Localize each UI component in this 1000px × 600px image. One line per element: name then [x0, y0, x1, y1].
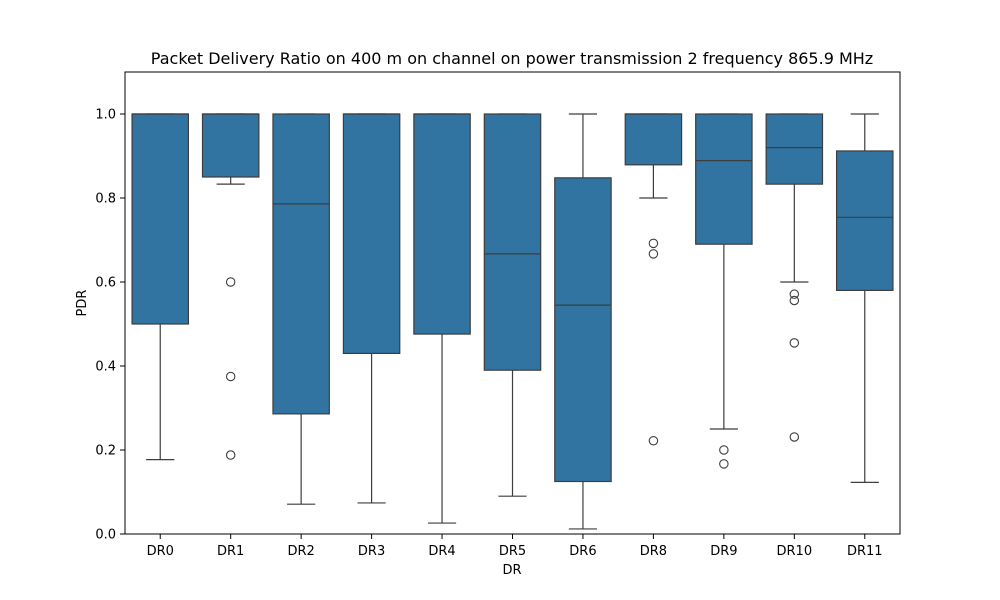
box-DR5	[483, 113, 542, 497]
box-body-DR0	[131, 113, 190, 325]
box-DR0	[131, 113, 190, 461]
box-body-DR6	[554, 177, 612, 483]
outlier-DR10-3	[789, 432, 800, 442]
box-DR4	[413, 113, 471, 524]
x-tick-label: DR8	[640, 544, 667, 559]
box-body-DR3	[342, 113, 401, 354]
box-DR8	[624, 113, 683, 446]
box-body-DR1	[201, 113, 260, 178]
chart-title: Packet Delivery Ratio on 400 m on channe…	[151, 49, 873, 68]
outlier-DR10-0	[789, 289, 800, 299]
y-tick-label: 0.0	[95, 528, 116, 543]
box-body-DR10	[765, 113, 824, 185]
y-axis-label: PDR	[75, 290, 90, 317]
outlier-DR9-0	[719, 445, 729, 455]
box-body-DR8	[624, 113, 683, 166]
box-body-DR2	[272, 113, 330, 415]
outlier-DR8-2	[648, 436, 659, 446]
x-axis: DR0 DR1 DR2 DR3 DR4 DR5 DR6 DR8 DR9 DR10 DR11	[147, 534, 883, 559]
y-tick-label: 0.6	[95, 276, 116, 291]
x-tick-label: DR9	[710, 544, 737, 559]
box-DR3	[342, 113, 401, 504]
outlier-DR1-1	[225, 371, 236, 382]
x-tick-label: DR4	[428, 544, 455, 559]
y-tick-label: 1.0	[95, 108, 116, 123]
y-tick-label: 0.2	[95, 444, 116, 459]
x-axis-label: DR	[502, 563, 521, 578]
box-DR1	[201, 113, 260, 460]
box-DR6	[554, 113, 612, 530]
outlier-DR9-1	[719, 459, 729, 469]
outlier-DR1-2	[225, 450, 236, 460]
box-body-DR4	[413, 113, 471, 335]
box-DR2	[272, 113, 330, 505]
outlier-DR1-0	[225, 277, 236, 287]
y-tick-label: 0.4	[95, 360, 116, 375]
outlier-DR8-1	[648, 249, 659, 259]
box-DR10	[765, 113, 824, 442]
x-tick-label: DR6	[569, 544, 596, 559]
outlier-DR10-2	[789, 338, 800, 348]
x-tick-label: DR1	[217, 544, 244, 559]
x-tick-label: DR11	[847, 544, 883, 559]
x-tick-label: DR0	[147, 544, 174, 559]
box-body-DR5	[483, 113, 542, 371]
box-body-DR9	[695, 113, 753, 245]
x-tick-label: DR10	[777, 544, 813, 559]
x-tick-label: DR3	[358, 544, 385, 559]
outlier-DR10-1	[789, 295, 800, 306]
y-tick-label: 0.8	[95, 192, 116, 207]
box-DR11	[835, 113, 894, 483]
y-axis: 0.0 0.2 0.4 0.6 0.8 1.0	[95, 108, 125, 543]
x-tick-label: DR2	[287, 544, 314, 559]
box-DR9	[695, 113, 753, 469]
box-body-DR11	[835, 150, 894, 292]
plot-area	[131, 113, 894, 530]
outlier-DR8-0	[648, 238, 659, 249]
x-tick-label: DR5	[499, 544, 526, 559]
